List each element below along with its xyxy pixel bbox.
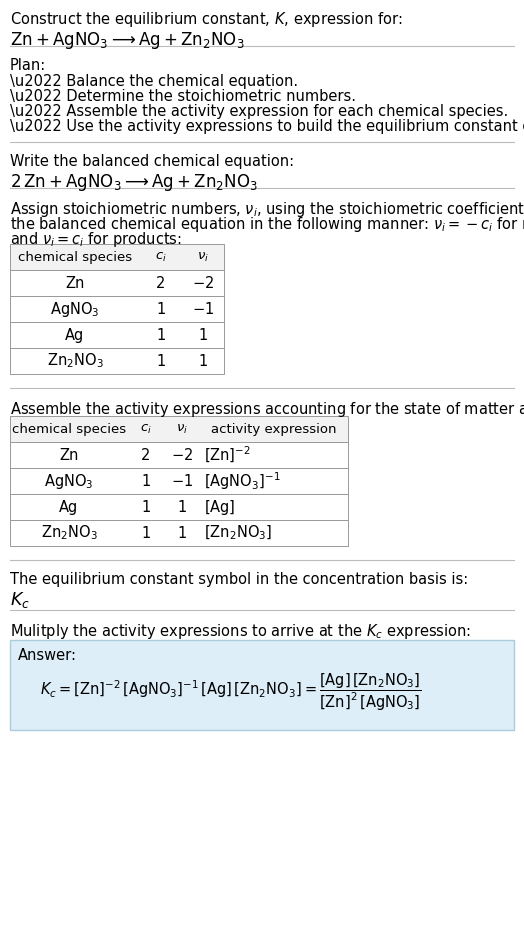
- Bar: [10, 296, 224, 322]
- Text: Assemble the activity expressions accounting for the state of matter and $\nu_i$: Assemble the activity expressions accoun…: [10, 400, 524, 419]
- Text: \u2022 Balance the chemical equation.: \u2022 Balance the chemical equation.: [10, 74, 298, 89]
- Bar: [10, 494, 348, 520]
- Text: $K_c$: $K_c$: [10, 590, 30, 610]
- Text: $c_i$: $c_i$: [155, 250, 167, 263]
- Bar: [10, 468, 348, 494]
- Bar: [10, 244, 224, 270]
- Text: $\mathrm{Zn_2NO_3}$: $\mathrm{Zn_2NO_3}$: [41, 524, 97, 543]
- Text: 1: 1: [156, 353, 166, 368]
- Text: Zn: Zn: [66, 276, 85, 291]
- Text: Assign stoichiometric numbers, $\nu_i$, using the stoichiometric coefficients, $: Assign stoichiometric numbers, $\nu_i$, …: [10, 200, 524, 219]
- Text: \u2022 Assemble the activity expression for each chemical species.: \u2022 Assemble the activity expression …: [10, 104, 508, 119]
- Bar: [10, 270, 224, 296]
- Text: $-2$: $-2$: [192, 275, 214, 291]
- Text: the balanced chemical equation in the following manner: $\nu_i = -c_i$ for react: the balanced chemical equation in the fo…: [10, 215, 524, 234]
- Text: and $\nu_i = c_i$ for products:: and $\nu_i = c_i$ for products:: [10, 230, 182, 249]
- Text: Ag: Ag: [59, 499, 79, 514]
- Bar: [10, 348, 224, 374]
- Text: $[\mathrm{Zn}]^{-2}$: $[\mathrm{Zn}]^{-2}$: [204, 445, 251, 465]
- Text: \u2022 Use the activity expressions to build the equilibrium constant expression: \u2022 Use the activity expressions to b…: [10, 119, 524, 134]
- Text: $\mathrm{Zn + AgNO_3 \longrightarrow Ag + Zn_2NO_3}$: $\mathrm{Zn + AgNO_3 \longrightarrow Ag …: [10, 30, 245, 51]
- Text: 2: 2: [141, 448, 151, 462]
- Text: 1: 1: [141, 499, 150, 514]
- Bar: [10, 520, 348, 546]
- Text: Mulitply the activity expressions to arrive at the $K_c$ expression:: Mulitply the activity expressions to arr…: [10, 622, 471, 641]
- Text: activity expression: activity expression: [211, 422, 337, 436]
- Text: Ag: Ag: [66, 328, 84, 343]
- Text: Zn: Zn: [59, 448, 79, 462]
- Text: 1: 1: [178, 526, 187, 541]
- Text: $-1$: $-1$: [171, 473, 193, 489]
- Text: $\nu_i$: $\nu_i$: [176, 422, 188, 436]
- Text: $\mathrm{AgNO_3}$: $\mathrm{AgNO_3}$: [44, 472, 94, 491]
- Text: $[\mathrm{Zn_2NO_3}]$: $[\mathrm{Zn_2NO_3}]$: [204, 524, 272, 543]
- Text: Plan:: Plan:: [10, 58, 46, 73]
- Text: 1: 1: [178, 499, 187, 514]
- Text: $-2$: $-2$: [171, 447, 193, 463]
- Bar: [10, 416, 348, 442]
- Text: chemical species: chemical species: [12, 422, 126, 436]
- Bar: [10, 322, 224, 348]
- Text: Answer:: Answer:: [18, 648, 77, 663]
- Text: Write the balanced chemical equation:: Write the balanced chemical equation:: [10, 154, 294, 169]
- Text: $-1$: $-1$: [192, 301, 214, 317]
- Text: 1: 1: [156, 328, 166, 343]
- Text: $\nu_i$: $\nu_i$: [197, 250, 209, 263]
- Text: Construct the equilibrium constant, $K$, expression for:: Construct the equilibrium constant, $K$,…: [10, 10, 402, 29]
- Bar: [10, 442, 348, 468]
- Text: 2: 2: [156, 276, 166, 291]
- Text: $\mathrm{AgNO_3}$: $\mathrm{AgNO_3}$: [50, 299, 100, 318]
- Bar: [10, 640, 514, 730]
- Text: 1: 1: [141, 526, 150, 541]
- Text: $c_i$: $c_i$: [140, 422, 152, 436]
- Text: 1: 1: [199, 353, 208, 368]
- Text: \u2022 Determine the stoichiometric numbers.: \u2022 Determine the stoichiometric numb…: [10, 89, 356, 104]
- Text: 1: 1: [156, 301, 166, 316]
- Text: 1: 1: [199, 328, 208, 343]
- Text: chemical species: chemical species: [18, 251, 132, 263]
- Text: $\mathrm{Zn_2NO_3}$: $\mathrm{Zn_2NO_3}$: [47, 351, 103, 370]
- Text: $[\mathrm{Ag}]$: $[\mathrm{Ag}]$: [204, 497, 235, 516]
- Text: $K_c = [\mathrm{Zn}]^{-2}\,[\mathrm{AgNO_3}]^{-1}\,[\mathrm{Ag}]\,[\mathrm{Zn_2N: $K_c = [\mathrm{Zn}]^{-2}\,[\mathrm{AgNO…: [40, 671, 422, 713]
- Text: $\mathrm{2\,Zn + AgNO_3 \longrightarrow Ag + Zn_2NO_3}$: $\mathrm{2\,Zn + AgNO_3 \longrightarrow …: [10, 172, 258, 193]
- Text: $[\mathrm{AgNO_3}]^{-1}$: $[\mathrm{AgNO_3}]^{-1}$: [204, 470, 280, 491]
- Text: 1: 1: [141, 474, 150, 489]
- Text: The equilibrium constant symbol in the concentration basis is:: The equilibrium constant symbol in the c…: [10, 572, 468, 587]
